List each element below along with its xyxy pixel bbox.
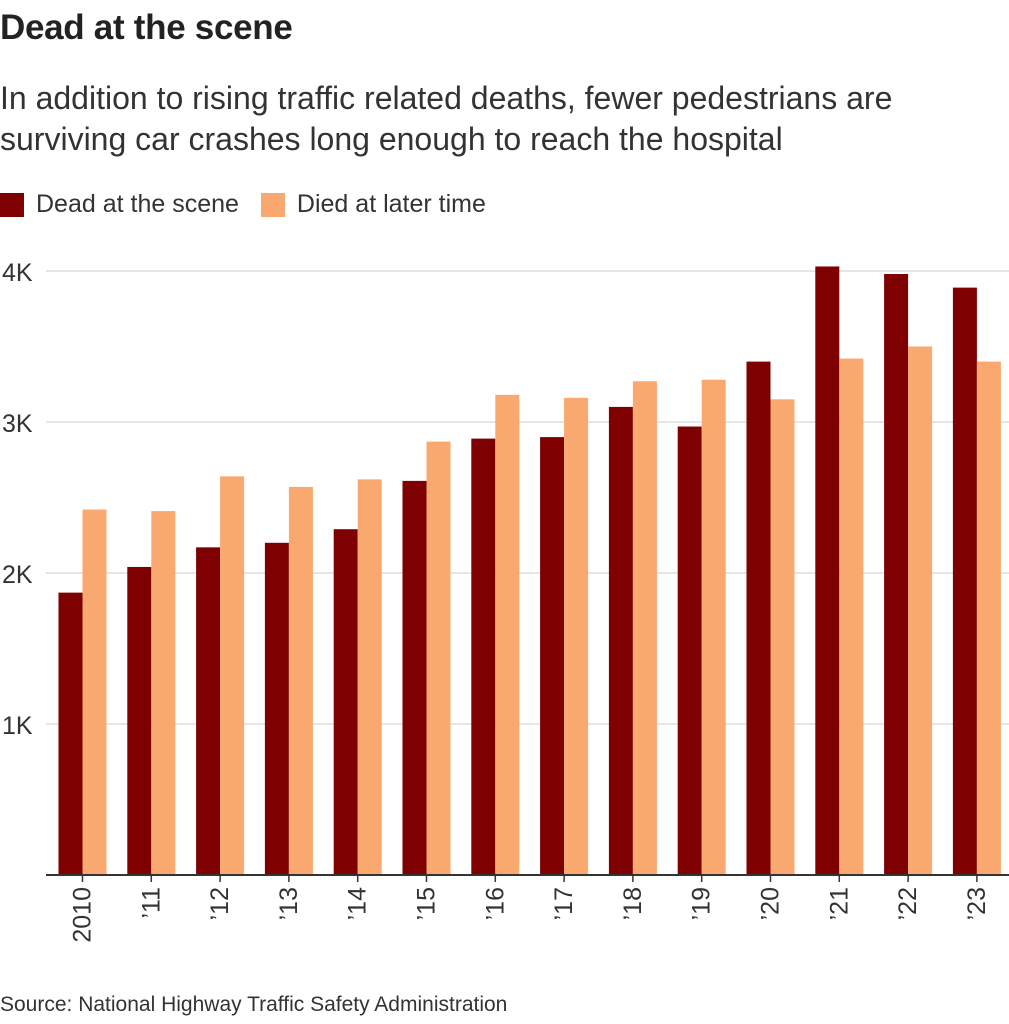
legend-label-died-later: Died at later time: [296, 190, 486, 218]
source-note: Source: National Highway Traffic Safety …: [0, 993, 508, 1016]
bar-dead-at-scene: [402, 480, 427, 875]
legend-swatch-died-later: [260, 192, 285, 217]
chart-title: Dead at the scene: [0, 8, 293, 47]
bar-died-later: [151, 511, 176, 875]
x-tick-label: ’15: [413, 887, 441, 920]
bar-dead-at-scene: [815, 266, 840, 876]
bar-dead-at-scene: [540, 437, 565, 875]
x-tick-label: ’18: [619, 887, 647, 920]
bar-dead-at-scene: [127, 566, 152, 875]
y-tick-label: 1K: [2, 712, 33, 740]
bar-dead-at-scene: [608, 406, 633, 875]
bar-dead-at-scene: [677, 426, 702, 875]
bar-died-later: [632, 381, 657, 875]
x-tick-label: ’16: [481, 887, 509, 920]
x-tick-label: ’11: [137, 887, 165, 919]
x-tick-label: ’23: [963, 887, 991, 920]
x-tick-label: ’20: [757, 887, 785, 920]
bar-dead-at-scene: [884, 274, 909, 875]
legend: Dead at the scene Died at later time: [0, 190, 508, 219]
x-tick-label: ’14: [344, 887, 372, 920]
bar-died-later: [770, 399, 795, 875]
bar-died-later: [426, 441, 451, 875]
chart-subtitle: In addition to rising traffic related de…: [0, 80, 893, 157]
bar-died-later: [357, 479, 382, 875]
bar-died-later: [495, 394, 520, 875]
bar-died-later: [908, 346, 933, 875]
bar-dead-at-scene: [746, 361, 771, 876]
bar-died-later: [976, 361, 1001, 876]
y-tick-label: 4K: [2, 259, 33, 287]
x-tick-label: ’13: [275, 887, 303, 920]
bar-died-later: [220, 476, 245, 875]
x-tick-label: 2010: [69, 887, 97, 943]
x-tick-label: ’12: [206, 887, 234, 920]
y-tick-label: 2K: [2, 561, 33, 589]
x-tick-label: ’22: [894, 887, 922, 920]
bar-dead-at-scene: [58, 592, 83, 875]
bar-died-later: [839, 358, 864, 876]
bar-dead-at-scene: [333, 529, 358, 875]
legend-item-dead-at-scene: Dead at the scene: [0, 190, 239, 219]
x-tick-label: ’17: [550, 887, 578, 920]
bar-dead-at-scene: [952, 287, 977, 875]
bar-dead-at-scene: [196, 547, 221, 875]
x-tick-label: ’21: [825, 887, 853, 920]
bar-died-later: [82, 509, 107, 875]
bar-died-later: [701, 379, 726, 875]
bar-died-later: [288, 486, 313, 875]
bar-dead-at-scene: [471, 438, 496, 875]
legend-swatch-dead-at-scene: [0, 192, 24, 217]
y-tick-label: 3K: [2, 410, 33, 438]
legend-label-dead-at-scene: Dead at the scene: [36, 190, 239, 218]
bar-died-later: [564, 397, 589, 875]
x-tick-label: ’19: [688, 887, 716, 920]
legend-item-died-later: Died at later time: [260, 190, 486, 219]
bar-dead-at-scene: [264, 542, 289, 875]
